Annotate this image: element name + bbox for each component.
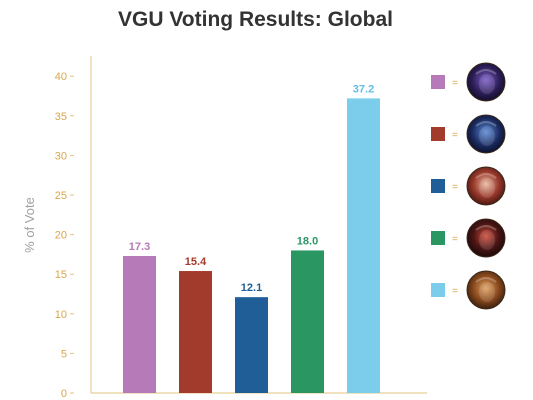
legend-item: = [431, 114, 506, 154]
champion-portrait-dark-armor-icon [466, 218, 506, 258]
bar-value-label: 15.4 [185, 256, 207, 268]
legend-item: = [431, 218, 506, 258]
champion-portrait-beast-icon [466, 270, 506, 310]
y-tick-label: 30 [55, 150, 67, 162]
legend-equals: = [452, 182, 458, 193]
bar-value-label: 17.3 [129, 241, 150, 253]
legend-equals: = [452, 234, 458, 245]
y-tick-label: 40 [55, 71, 67, 83]
y-tick-label: 25 [55, 190, 67, 202]
y-tick-label: 20 [55, 230, 67, 242]
legend-swatch [431, 283, 445, 297]
legend-equals: = [452, 286, 458, 297]
bar [123, 255, 156, 393]
legend-swatch [431, 75, 445, 89]
legend-swatch [431, 179, 445, 193]
y-tick-label: 15 [55, 269, 67, 281]
legend-item: = [431, 62, 506, 102]
legend-item: = [431, 270, 506, 310]
bar-value-label: 12.1 [241, 282, 262, 294]
champion-portrait-dark-blue-icon [466, 114, 506, 154]
bars: 17.3 15.4 12.1 18.0 37.2 [123, 83, 380, 393]
legend-swatch [431, 127, 445, 141]
champion-portrait-red-warrior-icon [466, 166, 506, 206]
bar [291, 250, 324, 393]
legend-equals: = [452, 130, 458, 141]
champion-portrait-purple-icon [466, 62, 506, 102]
y-tick-label: 0 [61, 388, 67, 400]
bar-value-label: 37.2 [353, 83, 374, 95]
legend: = = = = = [431, 62, 506, 310]
bar [179, 271, 212, 393]
y-tick-label: 5 [61, 348, 67, 360]
legend-item: = [431, 166, 506, 206]
y-tick-label: 10 [55, 309, 67, 321]
bar [347, 98, 380, 393]
y-axis-label: % of Vote [22, 197, 37, 253]
y-tick-label: 35 [55, 111, 67, 123]
bar [235, 297, 268, 393]
chart-title: VGU Voting Results: Global [118, 8, 393, 31]
legend-swatch [431, 231, 445, 245]
bar-value-label: 18.0 [297, 235, 318, 247]
legend-equals: = [452, 78, 458, 89]
